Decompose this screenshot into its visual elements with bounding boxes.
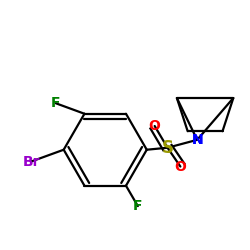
Text: O: O <box>174 160 186 173</box>
Text: N: N <box>192 133 203 147</box>
Text: N: N <box>192 133 203 147</box>
Text: F: F <box>133 199 142 213</box>
Text: Br: Br <box>22 154 40 168</box>
Text: S: S <box>162 139 173 157</box>
Text: F: F <box>51 96 60 110</box>
Text: O: O <box>149 119 160 133</box>
